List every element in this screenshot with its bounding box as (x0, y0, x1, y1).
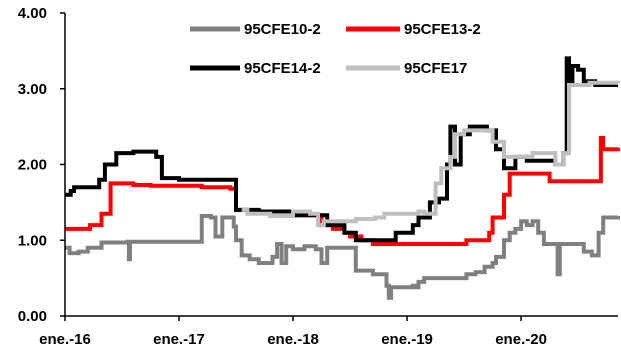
x-tick-label: ene.-19 (381, 331, 433, 348)
legend-label-95cfe17: 95CFE17 (404, 60, 467, 77)
x-tick-label: ene.-17 (153, 331, 205, 348)
legend-label-95cfe10-2: 95CFE10-2 (244, 21, 321, 38)
x-tick-label: ene.-16 (39, 331, 91, 348)
y-tick-label: 0.00 (18, 308, 47, 325)
legend-label-95cfe13-2: 95CFE13-2 (404, 21, 481, 38)
y-tick-label: 1.00 (18, 232, 47, 249)
legend-label-95cfe14-2: 95CFE14-2 (244, 60, 321, 77)
axes-layer: 0.00 1.00 2.00 3.00 4.00 ene.-16 ene.-17 ene.-1… (18, 5, 618, 348)
x-tick-label: ene.-18 (267, 331, 319, 348)
x-tick-label: ene.-20 (495, 331, 547, 348)
legend: 95CFE10-2 95CFE13-2 95CFE14-2 95CFE17 (190, 21, 481, 77)
series-layer (65, 56, 620, 300)
series-line-95cfe14-2 (65, 56, 618, 243)
y-tick-label: 2.00 (18, 157, 47, 174)
series-line-95cfe17 (241, 80, 620, 228)
series-line-95cfe10-2 (65, 214, 620, 300)
y-tick-label: 3.00 (18, 81, 47, 98)
y-tick-label: 4.00 (18, 5, 47, 22)
